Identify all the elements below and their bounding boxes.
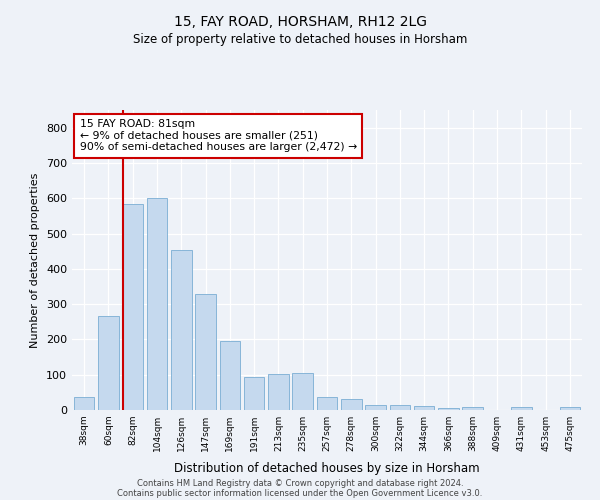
Bar (195, 294, 216, 410)
Bar (98, 316, 119, 410)
Bar (122, 204, 143, 410)
X-axis label: Distribution of detached houses by size in Horsham: Distribution of detached houses by size … (174, 462, 480, 475)
Text: 15, FAY ROAD, HORSHAM, RH12 2LG: 15, FAY ROAD, HORSHAM, RH12 2LG (173, 15, 427, 29)
Bar (463, 407, 483, 410)
Bar (341, 398, 362, 410)
Bar (292, 373, 313, 410)
Bar (244, 377, 265, 410)
Text: Size of property relative to detached houses in Horsham: Size of property relative to detached ho… (133, 32, 467, 46)
Bar (220, 341, 240, 410)
Bar (511, 407, 532, 410)
Bar (414, 406, 434, 410)
Bar (438, 408, 459, 410)
Text: Contains public sector information licensed under the Open Government Licence v3: Contains public sector information licen… (118, 488, 482, 498)
Text: 15 FAY ROAD: 81sqm
← 9% of detached houses are smaller (251)
90% of semi-detache: 15 FAY ROAD: 81sqm ← 9% of detached hous… (80, 119, 357, 152)
Bar (560, 407, 580, 410)
Y-axis label: Number of detached properties: Number of detached properties (31, 172, 40, 348)
Bar (317, 396, 337, 410)
Text: Contains HM Land Registry data © Crown copyright and database right 2024.: Contains HM Land Registry data © Crown c… (137, 478, 463, 488)
Bar (146, 198, 167, 410)
Bar (171, 250, 191, 410)
Bar (74, 396, 94, 410)
Bar (365, 404, 386, 410)
Bar (268, 374, 289, 410)
Bar (389, 404, 410, 410)
